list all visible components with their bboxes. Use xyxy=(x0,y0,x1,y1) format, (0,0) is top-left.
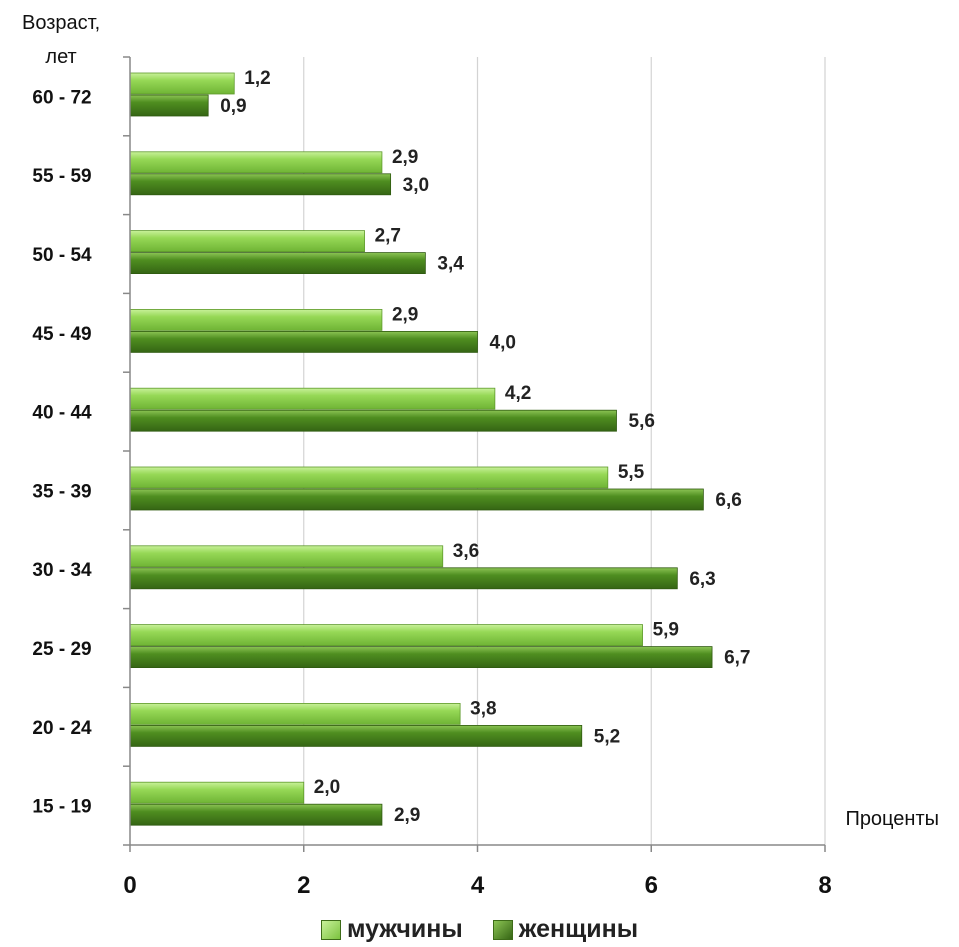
y-tick-label: 35 - 39 xyxy=(32,481,91,502)
bar-men xyxy=(129,781,305,804)
bars xyxy=(129,72,713,826)
y-tick-label: 50 - 54 xyxy=(32,245,92,266)
value-label-men: 5,9 xyxy=(653,620,679,641)
value-label-women: 3,4 xyxy=(437,254,464,275)
legend-label-men: мужчины xyxy=(346,915,463,943)
legend: мужчины женщины xyxy=(0,915,959,944)
x-axis-title: Проценты xyxy=(845,808,939,830)
bar-men xyxy=(129,545,444,568)
x-tick-label: 6 xyxy=(645,872,658,899)
bar-men xyxy=(129,230,365,253)
y-tick-label: 60 - 72 xyxy=(32,87,91,108)
x-tick-label: 0 xyxy=(123,872,136,899)
x-tick-label: 4 xyxy=(471,872,485,899)
value-label-men: 2,7 xyxy=(375,226,401,247)
axes xyxy=(123,56,826,852)
value-label-women: 6,7 xyxy=(724,648,750,669)
x-tick-label: 2 xyxy=(297,872,310,899)
bar-women xyxy=(129,330,478,353)
value-label-women: 0,9 xyxy=(220,96,246,117)
value-label-women: 3,0 xyxy=(403,175,429,196)
bar-women xyxy=(129,173,392,196)
bar-women xyxy=(129,94,209,117)
bar-women xyxy=(129,567,678,590)
y-tick-label: 20 - 24 xyxy=(32,718,92,739)
legend-swatch-women xyxy=(492,919,513,940)
value-label-women: 5,2 xyxy=(594,726,620,747)
bar-men xyxy=(129,624,643,646)
labels: 0 2 4 6 8 60 - 72 1,2 0,9 55 - 59 2,9 3,0 50 - 54 2,… xyxy=(32,68,831,899)
value-label-women: 6,6 xyxy=(715,490,741,511)
y-tick-label: 15 - 19 xyxy=(32,797,91,818)
y-axis-title-line1: Возраст, xyxy=(22,12,101,34)
value-label-men: 5,5 xyxy=(618,462,645,483)
value-label-men: 3,8 xyxy=(470,698,496,719)
y-tick-label: 30 - 34 xyxy=(32,560,92,581)
y-tick-label: 55 - 59 xyxy=(32,166,91,187)
bar-men xyxy=(129,72,235,95)
value-label-men: 1,2 xyxy=(244,68,270,89)
bar-women xyxy=(129,803,383,826)
y-axis-title: Возраст, лет xyxy=(22,6,100,74)
value-label-men: 2,9 xyxy=(392,304,418,325)
y-tick-label: 40 - 44 xyxy=(32,403,92,424)
legend-label-women: женщины xyxy=(518,915,639,943)
legend-item-women: женщины xyxy=(492,915,639,944)
bar-women xyxy=(129,488,704,511)
bar-men xyxy=(129,151,383,174)
value-label-women: 6,3 xyxy=(689,569,715,590)
value-label-men: 2,0 xyxy=(314,777,340,798)
bar-women xyxy=(129,252,426,275)
bar-men xyxy=(129,703,461,725)
x-tick-label: 8 xyxy=(818,872,831,899)
bar-women xyxy=(129,409,617,432)
y-tick-label: 45 - 49 xyxy=(32,324,91,345)
value-label-women: 4,0 xyxy=(490,332,516,353)
bar-women xyxy=(129,725,583,747)
legend-swatch-men xyxy=(320,919,341,940)
legend-item-men: мужчины xyxy=(320,915,463,944)
value-label-men: 4,2 xyxy=(505,383,531,404)
y-axis-title-line2: лет xyxy=(45,46,77,68)
bar-men xyxy=(129,387,496,410)
value-label-women: 5,6 xyxy=(629,411,655,432)
bar-women xyxy=(129,646,713,668)
bar-men xyxy=(129,308,383,331)
bar-men xyxy=(129,466,609,489)
value-label-men: 3,6 xyxy=(453,541,479,562)
value-label-women: 2,9 xyxy=(394,805,420,826)
y-tick-label: 25 - 29 xyxy=(32,639,91,660)
value-label-men: 2,9 xyxy=(392,147,418,168)
